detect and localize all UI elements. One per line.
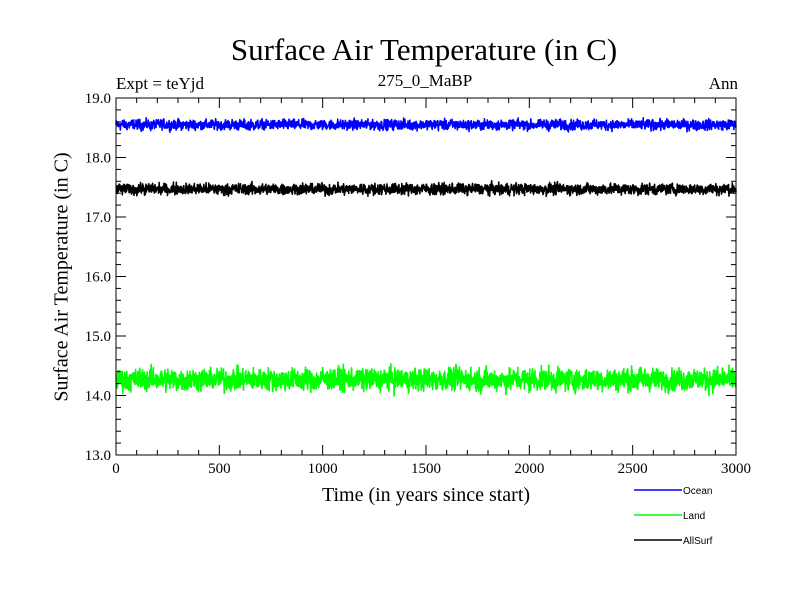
x-tick-label: 2500 [618, 461, 648, 477]
legend-label-allsurf: AllSurf [683, 536, 713, 547]
x-tick-label: 0 [112, 461, 120, 477]
x-tick-label: 1000 [308, 461, 338, 477]
legend-label-ocean: Ocean [683, 486, 712, 497]
y-tick-label: 18.0 [85, 151, 111, 167]
y-tick-label: 19.0 [85, 91, 111, 107]
y-tick-label: 14.0 [85, 389, 111, 405]
series-line-ocean [115, 116, 737, 134]
x-tick-label: 3000 [721, 461, 751, 477]
y-tick-label: 13.0 [85, 448, 111, 464]
x-axis-title: Time (in years since start) [321, 484, 531, 506]
legend: Ocean Land AllSurf [634, 486, 713, 547]
chart-title: Surface Air Temperature (in C) [230, 32, 618, 67]
period-label: Ann [708, 74, 738, 93]
x-tick-label: 1500 [411, 461, 441, 477]
axis-ticks: 0 500 1000 1500 2000 2500 3000 13.0 14.0 15.0 16.0… [85, 91, 751, 477]
y-tick-label: 15.0 [85, 329, 111, 345]
series-layer [115, 116, 737, 397]
x-tick-label: 2000 [514, 461, 544, 477]
plot-frame [115, 97, 737, 456]
experiment-label: Expt = teYjd [116, 74, 204, 93]
x-tick-label: 500 [208, 461, 231, 477]
legend-label-land: Land [683, 511, 705, 522]
series-line-allsurf [115, 179, 737, 198]
chart-subtitle: 275_0_MaBP [377, 71, 473, 90]
y-tick-label: 16.0 [85, 270, 111, 286]
y-tick-label: 17.0 [85, 210, 111, 226]
series-line-land [115, 362, 737, 397]
